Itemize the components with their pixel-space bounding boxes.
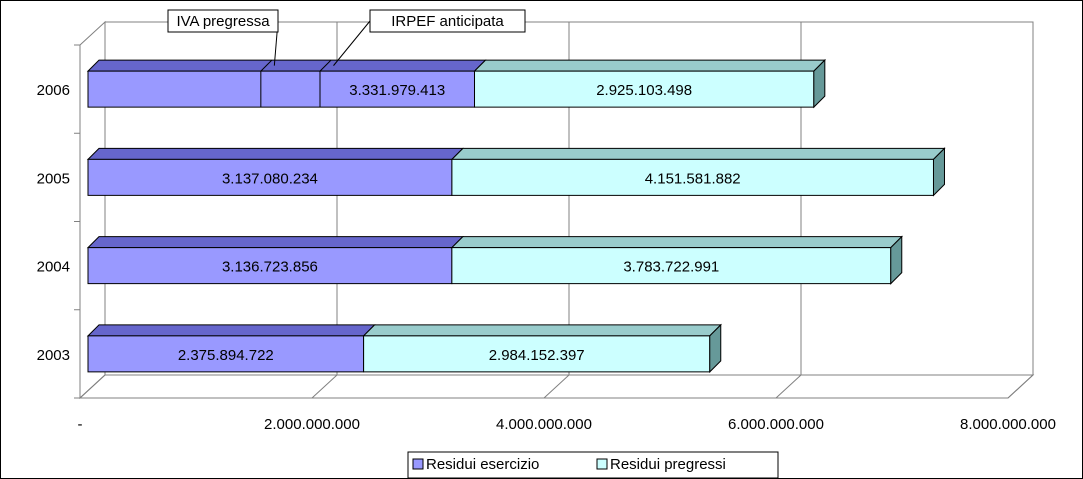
data-label: 2.925.103.498 bbox=[596, 82, 692, 99]
bar-top bbox=[86, 324, 376, 337]
bar-top bbox=[362, 324, 722, 337]
data-label: 2.984.152.397 bbox=[489, 347, 585, 364]
floor-line bbox=[79, 374, 106, 399]
bar bbox=[474, 70, 815, 108]
bar-top bbox=[473, 59, 827, 72]
x-tick-label: 2.000.000.000 bbox=[264, 416, 360, 433]
bar-top bbox=[86, 236, 465, 249]
data-label: 3.137.080.234 bbox=[222, 170, 318, 187]
annotation: IRPEF anticipata bbox=[391, 13, 504, 30]
x-tick-label: - bbox=[78, 416, 83, 433]
annotation-leader bbox=[333, 20, 371, 66]
bar-top bbox=[86, 147, 465, 160]
y-tick-label: 2006 bbox=[37, 82, 70, 99]
bar-side bbox=[890, 235, 903, 285]
floor-line bbox=[775, 374, 802, 399]
floor-line bbox=[311, 374, 338, 399]
floor-line bbox=[543, 374, 570, 399]
legend-swatch bbox=[596, 458, 608, 470]
annotation: IVA pregressa bbox=[176, 13, 270, 30]
bar bbox=[87, 247, 453, 285]
bar-top bbox=[450, 147, 946, 160]
data-label: 3.783.722.991 bbox=[623, 259, 719, 276]
bar-side bbox=[709, 323, 722, 374]
y-tick-label: 2004 bbox=[37, 259, 70, 276]
x-tick-label: 6.000.000.000 bbox=[728, 416, 824, 433]
data-label: 3.136.723.856 bbox=[222, 259, 318, 276]
segment-divider-top bbox=[260, 59, 273, 72]
y-tick-label: 2005 bbox=[37, 170, 70, 187]
bar bbox=[87, 158, 453, 196]
x-tick-label: 8.000.000.000 bbox=[960, 416, 1056, 433]
legend-label: Residui pregressi bbox=[610, 456, 726, 473]
annotation-box bbox=[369, 9, 526, 33]
bar-top bbox=[86, 59, 487, 72]
bar bbox=[363, 335, 711, 373]
bar-side bbox=[932, 147, 945, 197]
bar bbox=[87, 335, 365, 373]
segment-divider-top bbox=[319, 59, 332, 72]
bar bbox=[451, 247, 892, 285]
floor-line bbox=[1007, 374, 1034, 399]
legend-swatch bbox=[412, 458, 424, 470]
data-label: 3.331.979.413 bbox=[349, 82, 445, 99]
y-tick-label: 2003 bbox=[37, 347, 70, 364]
bar bbox=[451, 158, 934, 196]
x-tick-label: 4.000.000.000 bbox=[496, 416, 592, 433]
legend-box bbox=[407, 451, 779, 479]
bar-top bbox=[450, 236, 903, 249]
bar-side bbox=[813, 58, 826, 109]
data-label: 2.375.894.722 bbox=[178, 347, 274, 364]
legend-label: Residui esercizio bbox=[426, 456, 539, 473]
data-label: 4.151.581.882 bbox=[645, 170, 741, 187]
annotation-box bbox=[167, 9, 279, 33]
